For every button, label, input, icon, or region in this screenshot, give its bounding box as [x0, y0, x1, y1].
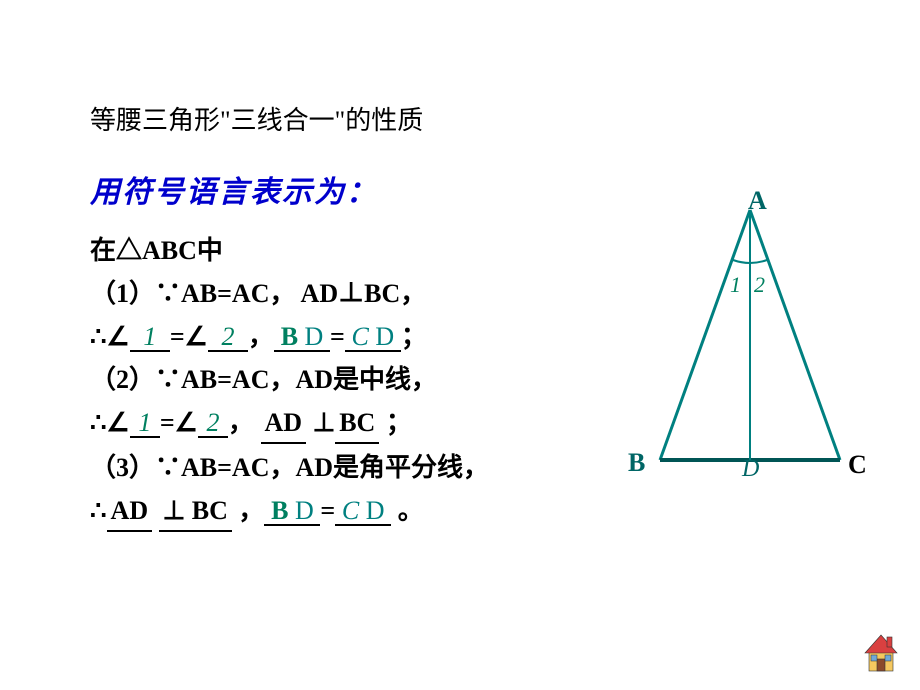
foot-d: D	[742, 456, 759, 483]
triangle-svg	[620, 200, 880, 500]
angle-1: 1	[730, 272, 741, 298]
vertex-a: A	[748, 186, 767, 216]
case1-seg2-blank: C D	[345, 324, 401, 352]
side-ab	[660, 210, 750, 460]
side-ac	[750, 210, 840, 460]
angle1-arc	[733, 260, 750, 263]
vertex-c: C	[848, 450, 867, 480]
case3-perp: ⊥ BC	[159, 491, 232, 532]
case2-angle1-blank: 1	[130, 410, 160, 438]
case3-seg1-blank: B D	[264, 498, 320, 526]
case2-angle2-blank: 2	[198, 410, 228, 438]
case1-angle1-blank: 1	[130, 324, 170, 352]
case1-angle2-blank: 2	[208, 324, 248, 352]
case3-ad: AD	[107, 491, 153, 532]
angle-2: 2	[754, 272, 765, 298]
vertex-b: B	[628, 448, 645, 478]
case2-bc: BC	[335, 403, 379, 444]
triangle-diagram: A B C D 1 2	[620, 200, 880, 500]
home-icon[interactable]	[857, 627, 905, 675]
case1-seg1-blank: B D	[274, 324, 330, 352]
case2-ad: AD	[261, 403, 307, 444]
case3-seg2-blank: C D	[335, 498, 391, 526]
page-title: 等腰三角形"三线合一"的性质	[90, 100, 830, 137]
angle2-arc	[750, 260, 767, 263]
